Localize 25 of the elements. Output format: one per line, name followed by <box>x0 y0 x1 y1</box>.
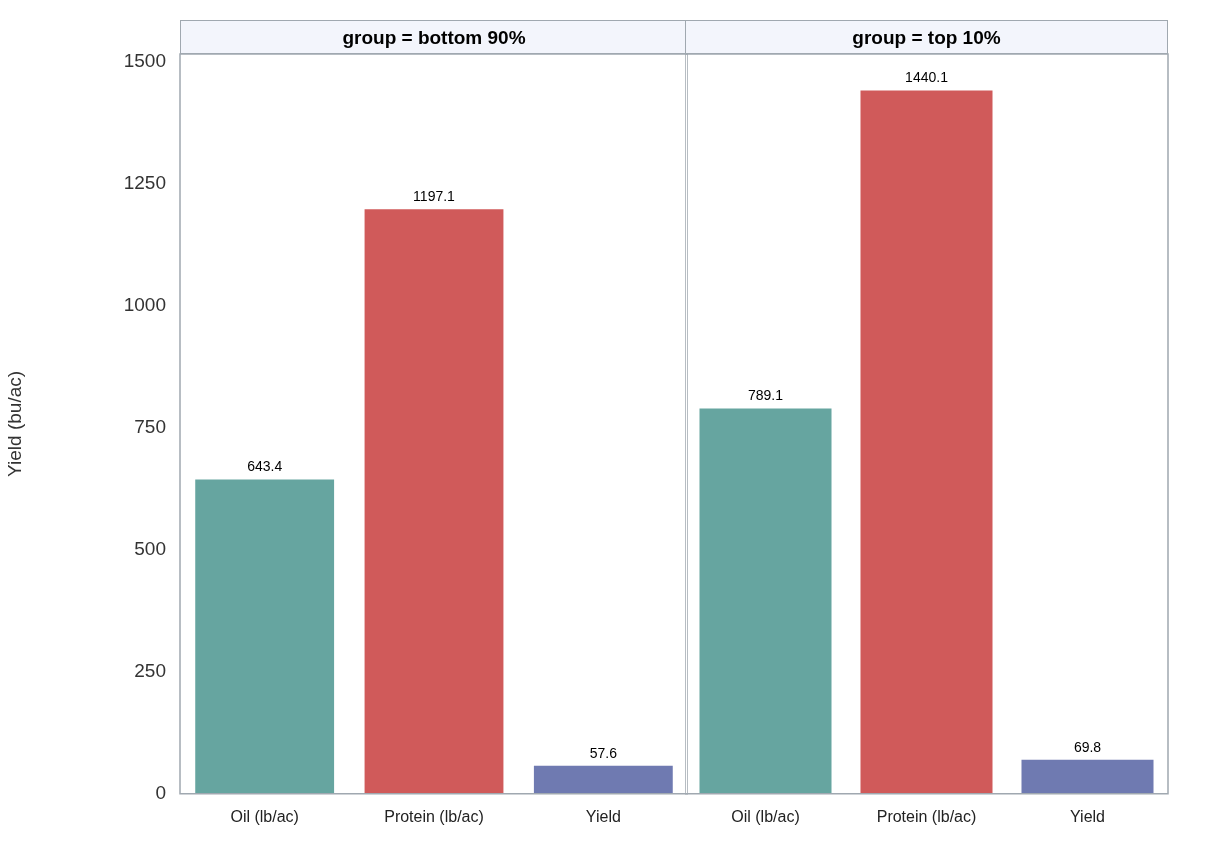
data-label: 789.1 <box>747 387 784 404</box>
x-tick-label: Protein (lb/ac) <box>384 807 484 825</box>
y-tick-label: 0 <box>155 782 166 804</box>
bar <box>364 209 504 794</box>
bar <box>195 479 335 794</box>
data-label: 57.6 <box>589 744 618 761</box>
y-tick-label: 1000 <box>123 293 166 315</box>
x-tick-label: Protein (lb/ac) <box>876 807 977 825</box>
y-tick-label: 750 <box>134 415 166 437</box>
chart-title: group = top 10% <box>685 20 1168 54</box>
x-tick-label: Yield <box>1070 807 1105 825</box>
x-tick-label: Oil (lb/ac) <box>230 807 299 825</box>
y-tick-label: 1500 <box>123 49 166 71</box>
chart-title: group = bottom 90% <box>180 20 688 54</box>
data-label: 1440.1 <box>905 69 949 86</box>
data-label: 643.4 <box>247 458 283 475</box>
x-tick-label: Oil (lb/ac) <box>731 807 800 825</box>
y-axis-title: Yield (bu/ac) <box>3 370 25 477</box>
y-tick-label: 1250 <box>123 171 166 193</box>
y-tick-label: 500 <box>134 537 166 559</box>
x-tick-label: Yield <box>585 807 621 825</box>
data-label: 1197.1 <box>413 188 456 205</box>
y-tick-label: 250 <box>134 659 166 681</box>
bar <box>533 765 673 794</box>
data-label: 69.8 <box>1073 738 1102 755</box>
